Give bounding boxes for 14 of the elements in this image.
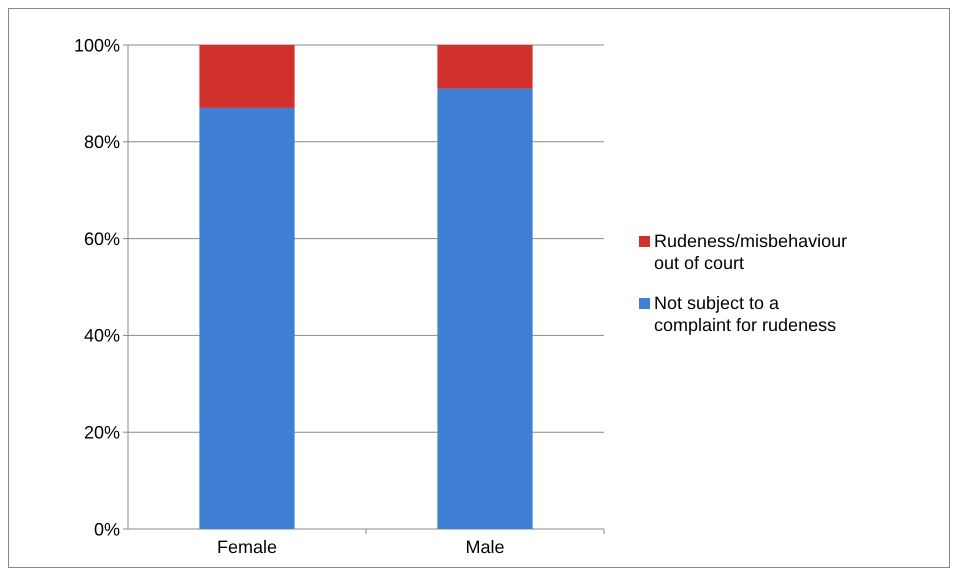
- bar: [199, 45, 295, 108]
- bar: [437, 45, 533, 89]
- y-tick-label: 20%: [84, 422, 120, 442]
- y-tick-label: 60%: [84, 228, 120, 249]
- y-tick-label: 100%: [74, 35, 120, 56]
- legend-label: Not subject to a complaint for rudeness: [654, 293, 836, 335]
- legend-label: Rudeness/misbehaviour out of court: [654, 231, 848, 273]
- y-tick-label: 0%: [94, 519, 120, 540]
- y-tick-label: 40%: [84, 326, 120, 346]
- bar: [437, 88, 533, 529]
- x-tick-label: Male: [465, 537, 505, 557]
- x-tick-label: Female: [216, 537, 278, 557]
- bar: [199, 108, 295, 529]
- y-tick-label: 80%: [84, 132, 120, 152]
